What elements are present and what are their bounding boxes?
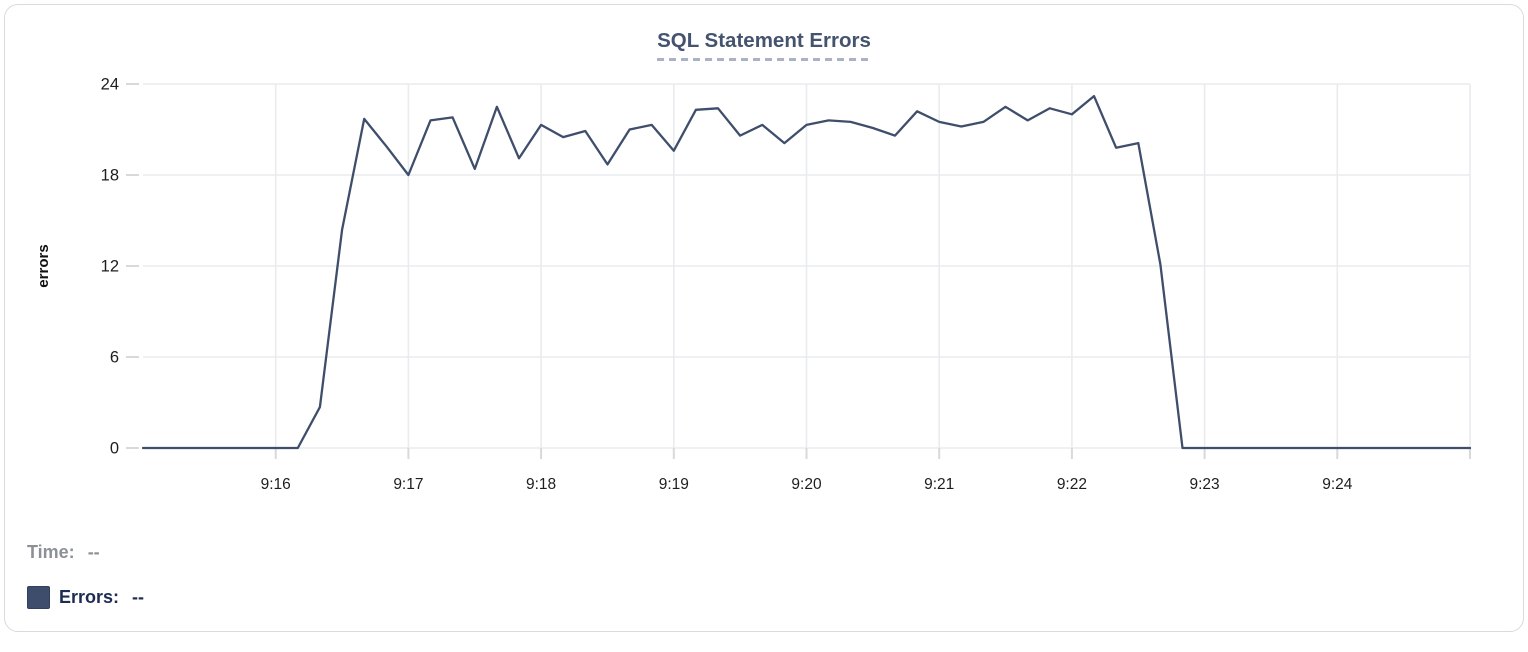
legend-time-value: -- bbox=[87, 541, 100, 562]
chart-title-row: SQL Statement Errors bbox=[0, 29, 1528, 61]
sql-errors-line-chart[interactable]: 0 6 12 18 24 9:16 9:17 9:18 9:19 9:20 9:21 9:22 9:23… bbox=[0, 0, 1528, 512]
svg-text:9:16: 9:16 bbox=[261, 476, 291, 493]
svg-text:9:17: 9:17 bbox=[393, 476, 423, 493]
svg-text:18: 18 bbox=[101, 167, 119, 185]
legend-row-errors[interactable]: Errors: -- bbox=[27, 585, 144, 609]
svg-text:9:23: 9:23 bbox=[1190, 476, 1220, 493]
svg-text:0: 0 bbox=[110, 440, 119, 458]
legend-errors-label: Errors: bbox=[59, 586, 120, 607]
chart-card bbox=[4, 4, 1524, 632]
legend-time-label: Time: bbox=[27, 541, 75, 562]
svg-text:9:24: 9:24 bbox=[1322, 476, 1353, 493]
chart-title[interactable]: SQL Statement Errors bbox=[657, 29, 871, 61]
svg-text:errors: errors bbox=[35, 244, 52, 287]
legend-errors-swatch bbox=[27, 585, 50, 609]
svg-text:9:20: 9:20 bbox=[791, 476, 822, 493]
svg-text:9:19: 9:19 bbox=[659, 476, 689, 493]
chart-legend: Time: -- Errors: -- bbox=[27, 540, 144, 609]
svg-text:9:22: 9:22 bbox=[1057, 476, 1087, 493]
svg-text:9:21: 9:21 bbox=[924, 476, 954, 493]
svg-text:9:18: 9:18 bbox=[526, 476, 556, 493]
legend-errors-value: -- bbox=[132, 586, 145, 607]
svg-text:12: 12 bbox=[101, 258, 119, 276]
svg-text:24: 24 bbox=[101, 76, 119, 94]
legend-row-time: Time: -- bbox=[27, 540, 144, 564]
svg-text:6: 6 bbox=[110, 349, 119, 367]
